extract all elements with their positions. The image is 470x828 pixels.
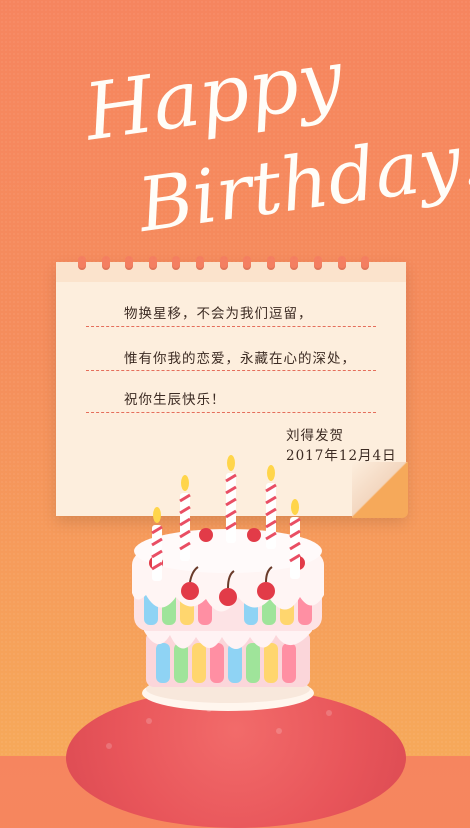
binding-hole	[290, 256, 299, 270]
birthday-cake-icon	[118, 455, 338, 725]
dashed-divider	[86, 370, 376, 371]
binding-hole	[148, 256, 157, 270]
signature: 刘得发贺	[286, 428, 344, 444]
dashed-divider	[86, 326, 376, 327]
binding-hole	[219, 256, 228, 270]
binding-hole	[101, 256, 110, 270]
binding-hole	[361, 256, 370, 270]
note-line-3: 祝你生辰快乐！	[124, 392, 226, 408]
happy-birthday-title: Happy Birthday!	[78, 33, 470, 249]
page-curl	[352, 462, 408, 518]
binding-hole	[78, 256, 86, 270]
binding-hole	[172, 256, 181, 270]
binding-hole	[125, 256, 134, 270]
binding-hole	[243, 256, 252, 270]
binding-hole	[266, 256, 275, 270]
greeting-note-card: 物换星移，不会为我们逗留， 惟有你我的恋爱，永藏在心的深处， 祝你生辰快乐！ 刘…	[56, 256, 408, 518]
cake-lower-tier	[144, 625, 312, 687]
binding-hole	[195, 256, 204, 270]
note-binding-holes	[78, 256, 370, 270]
candle-icon	[151, 455, 301, 581]
note-line-2: 惟有你我的恋爱，永藏在心的深处，	[124, 351, 356, 367]
binding-hole	[337, 256, 346, 270]
binding-hole	[313, 256, 322, 270]
note-date: 2017年12月4日	[286, 448, 397, 464]
note-line-1: 物换星移，不会为我们逗留，	[124, 306, 313, 322]
dashed-divider	[86, 412, 376, 413]
